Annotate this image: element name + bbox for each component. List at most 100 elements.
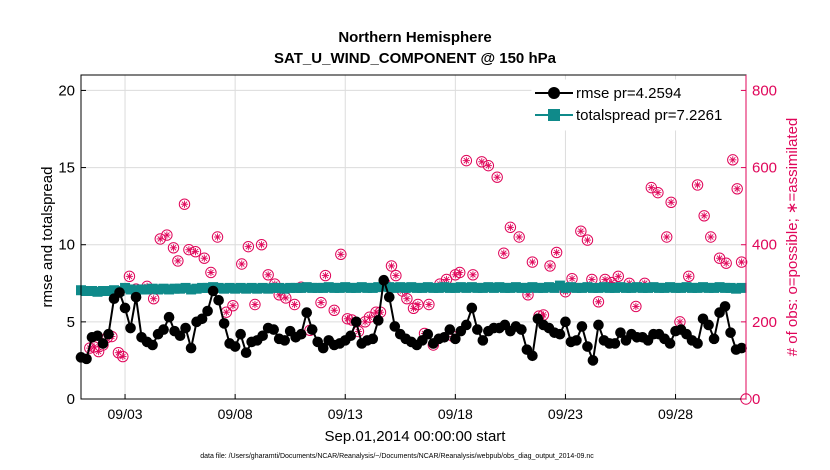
rmse-point [477, 335, 489, 346]
totalspread-point [521, 282, 532, 293]
obs-assimilated-marker [119, 353, 126, 360]
obs-point [262, 269, 274, 281]
totalspread-point [648, 282, 659, 293]
obs-point [720, 257, 732, 269]
obs-point [476, 156, 488, 168]
obs-possible-marker [390, 269, 402, 282]
obs-assimilated-marker [633, 303, 639, 310]
rmse-point [383, 291, 395, 303]
obs-possible-marker [172, 255, 184, 267]
right-axis-ticks: 0 200 400 600 800 [741, 82, 777, 408]
totalspread-point [109, 285, 120, 296]
totalspread-point [703, 282, 714, 293]
totalspread-point [472, 282, 483, 293]
y2-tick-label: 800 [752, 82, 777, 99]
obs-possible-marker [575, 225, 587, 237]
totalspread-point [296, 282, 307, 293]
obs-point [183, 244, 195, 256]
totalspread-point [197, 282, 208, 293]
obs-possible-marker [581, 234, 594, 246]
rmse-point [257, 330, 268, 342]
obs-point [630, 300, 642, 313]
obs-point [205, 266, 217, 279]
obs-possible-marker [123, 270, 136, 283]
rmse-point [472, 324, 483, 335]
totalspread-point [494, 282, 505, 293]
totalspread-point [334, 282, 345, 293]
totalspread-point [169, 283, 180, 294]
totalspread-point [466, 282, 477, 293]
obs-point [586, 273, 598, 286]
totalspread-point [615, 282, 626, 293]
totalspread-point [312, 282, 323, 293]
obs-point [581, 234, 594, 246]
obs-possible-marker [504, 221, 517, 234]
totalspread-point [422, 282, 433, 293]
obs-assimilated-marker [291, 301, 298, 308]
totalspread-point [499, 282, 510, 293]
obs-assimilated-marker [516, 234, 523, 240]
totalspread-point [428, 282, 439, 293]
obs-point [117, 350, 129, 363]
totalspread-point [659, 282, 670, 293]
totalspread-point [450, 282, 461, 293]
rmse-point [461, 319, 472, 331]
x-tick-label: 09/03 [108, 406, 143, 422]
totalspread-point [252, 283, 263, 294]
rmse-point [317, 342, 329, 354]
obs-assimilated-marker [648, 184, 655, 191]
obs-assimilated-marker [723, 260, 730, 267]
totalspread-point [527, 282, 538, 293]
rmse-point [725, 327, 736, 338]
totalspread-point [731, 283, 742, 294]
y-tick-label: 20 [58, 82, 75, 99]
legend: rmse pr=4.2594 totalspread pr=7.2261 [531, 79, 741, 131]
totalspread-point [98, 286, 109, 296]
obs-possible-marker [482, 159, 495, 172]
obs-possible-marker [407, 302, 420, 315]
obs-possible-marker [698, 210, 710, 222]
obs-point [280, 292, 292, 304]
rmse-point [345, 330, 357, 342]
obs-point [255, 239, 268, 251]
obs-possible-marker [319, 269, 332, 282]
obs-point [522, 289, 534, 301]
obs-point [713, 252, 726, 264]
obs-possible-marker [227, 299, 239, 312]
rmse-point [593, 319, 604, 331]
rmse-point [576, 321, 588, 332]
obs-point [198, 252, 211, 264]
totalspread-point [241, 283, 252, 294]
totalspread-point [560, 282, 571, 293]
totalspread-point [274, 282, 285, 293]
rmse-point [708, 333, 720, 345]
obs-assimilated-marker [507, 224, 514, 231]
totalspread-point [125, 284, 136, 295]
obs-assimilated-marker [388, 263, 395, 269]
obs-possible-marker [683, 270, 695, 283]
totalspread-layer [76, 280, 747, 297]
obs-assimilated-marker [463, 157, 470, 164]
obs-assimilated-marker [478, 158, 485, 165]
obs-assimilated-marker [115, 349, 122, 356]
rmse-point [218, 318, 230, 329]
obs-possible-marker [691, 179, 704, 191]
totalspread-point [191, 283, 202, 294]
obs-possible-marker [526, 256, 539, 268]
totalspread-point [318, 282, 329, 293]
obs-point [385, 260, 398, 272]
totalspread-point [92, 286, 103, 297]
rmse-point [240, 347, 252, 359]
obs-assimilated-marker [164, 232, 170, 238]
obs-point [612, 270, 624, 283]
y-tick-label: 5 [67, 314, 75, 331]
obs-assimilated-marker [344, 315, 351, 322]
obs-point [491, 171, 503, 183]
totalspread-point [582, 282, 593, 293]
rmse-point [450, 333, 461, 345]
obs-possible-marker [205, 266, 217, 279]
totalspread-point [131, 285, 142, 296]
obs-point [319, 269, 332, 282]
obs-point [498, 247, 510, 259]
obs-possible-marker [454, 266, 466, 279]
